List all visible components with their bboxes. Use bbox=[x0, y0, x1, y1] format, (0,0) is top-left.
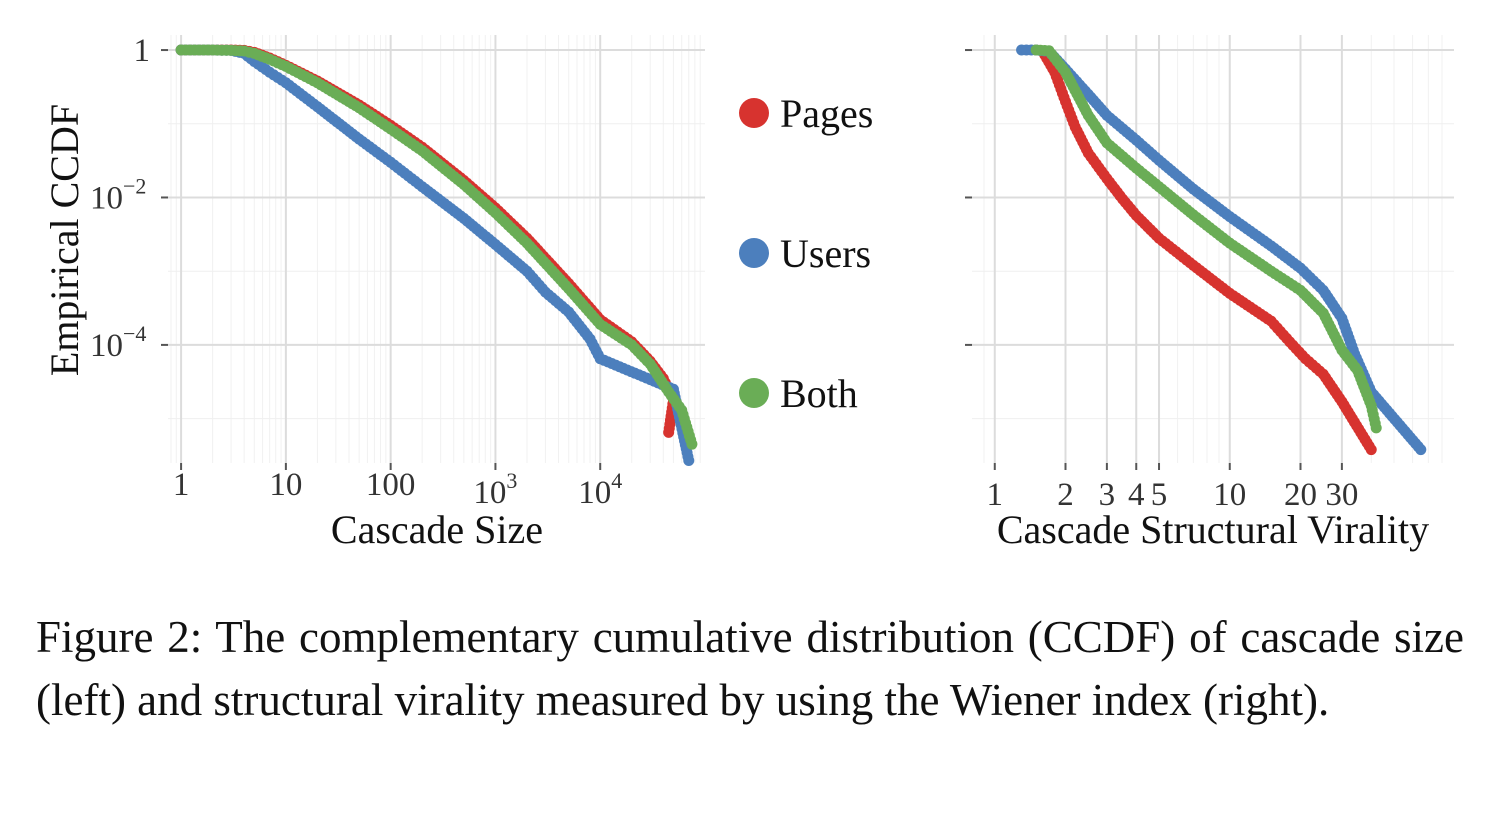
legend-item-pages: Pages bbox=[739, 91, 873, 136]
left-x-tick-label: 100 bbox=[366, 467, 416, 503]
left-x-tick-label: 104 bbox=[578, 468, 622, 511]
right-x-tick-label: 4 bbox=[1128, 477, 1145, 513]
left-point-pages bbox=[663, 426, 675, 438]
legend-swatch-users bbox=[739, 238, 769, 268]
right-x-tick-label: 1 bbox=[987, 477, 1004, 513]
left-series-users bbox=[175, 44, 695, 467]
right-x-tick-label: 20 bbox=[1284, 477, 1317, 513]
left-y-tick-label: 1 bbox=[134, 33, 151, 69]
left-point-both bbox=[686, 438, 698, 450]
right-series-both bbox=[1030, 44, 1382, 434]
left-series-pages bbox=[175, 44, 679, 438]
legend-label-users: Users bbox=[780, 231, 871, 276]
legend: Pages Users Both bbox=[739, 91, 873, 416]
right-x-tick-label: 3 bbox=[1099, 477, 1116, 513]
legend-label-both: Both bbox=[780, 371, 858, 416]
legend-swatch-pages bbox=[739, 98, 769, 128]
left-x-axis-title: Cascade Size bbox=[331, 507, 543, 552]
legend-item-both: Both bbox=[739, 371, 858, 416]
right-x-axis-title: Cascade Structural Virality bbox=[997, 507, 1429, 552]
figure-caption: Figure 2: The complementary cumulative d… bbox=[36, 612, 1464, 725]
right-x-tick-label: 10 bbox=[1213, 477, 1246, 513]
legend-swatch-both bbox=[739, 378, 769, 408]
left-point-users bbox=[683, 455, 695, 467]
left-y-axis-title: Empirical CCDF bbox=[42, 104, 87, 376]
right-x-tick-label: 30 bbox=[1325, 477, 1358, 513]
left-series-both bbox=[175, 44, 698, 450]
legend-label-pages: Pages bbox=[780, 91, 873, 136]
right-point-both bbox=[1370, 422, 1382, 434]
left-x-tick-label: 1 bbox=[173, 467, 190, 503]
right-x-tick-label: 5 bbox=[1151, 477, 1168, 513]
left-y-tick-label: 10−4 bbox=[90, 321, 146, 364]
left-grid bbox=[168, 35, 705, 463]
right-point-users bbox=[1415, 444, 1427, 456]
left-y-tick-label: 10−2 bbox=[90, 173, 146, 216]
left-x-tick-label: 103 bbox=[473, 468, 517, 511]
right-point-pages bbox=[1365, 444, 1377, 456]
legend-item-users: Users bbox=[739, 231, 871, 276]
right-x-tick-label: 2 bbox=[1057, 477, 1074, 513]
left-x-tick-label: 10 bbox=[269, 467, 302, 503]
left-chart-panel: 1 10−2 10−4 1 10 100 103 104 Cascade Size Empiric… bbox=[42, 33, 705, 552]
